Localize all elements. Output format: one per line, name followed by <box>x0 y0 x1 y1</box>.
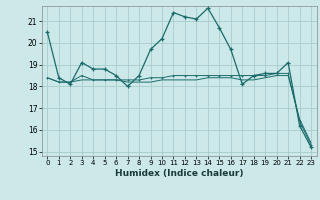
X-axis label: Humidex (Indice chaleur): Humidex (Indice chaleur) <box>115 169 244 178</box>
